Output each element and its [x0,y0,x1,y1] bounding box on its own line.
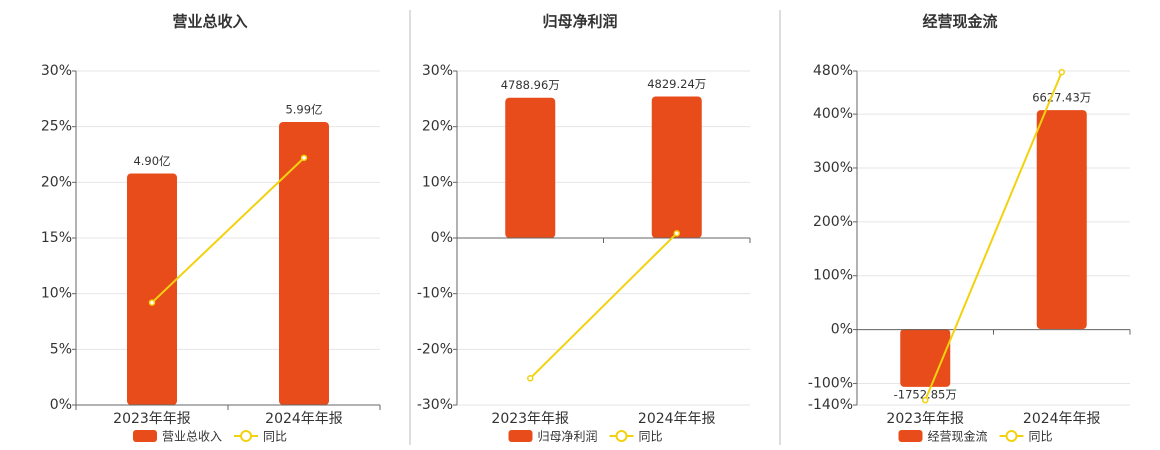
bar [127,173,177,405]
line-point [673,230,680,237]
legend-label: 经营现金流 [928,429,988,444]
legend-swatch [898,430,923,442]
bar-value-label: -1752.85万 [894,387,957,401]
bar-value-label: 4829.24万 [647,77,706,91]
y-tick-label: 30% [422,63,453,79]
line-point [300,154,308,162]
x-tick-label: 2023年年报 [113,411,191,427]
line-point [148,299,156,306]
x-tick-label: 2023年年报 [491,411,569,427]
chart-title: 经营现金流 [922,13,997,31]
y-tick-label: -10% [417,286,453,302]
y-tick-label: 20% [422,119,453,135]
legend-label: 同比 [263,430,287,444]
y-tick-label: 10% [422,174,453,190]
line-point [1058,68,1065,76]
x-tick-label: 2024年年报 [265,411,343,427]
legend-swatch [1005,430,1018,442]
chart-title: 归母净利润 [542,13,617,31]
line-point [922,396,929,404]
bar-value-label: 4788.96万 [501,78,560,92]
legend-swatch [240,430,253,442]
bar-value-label: 5.99亿 [285,103,322,117]
chart-title: 营业总收入 [172,13,247,31]
y-tick-label: 0% [50,397,72,413]
y-tick-label: -100% [808,375,853,391]
bar [505,97,556,239]
y-tick-label: -140% [808,397,853,413]
y-tick-label: 300% [813,160,853,176]
bar [279,122,329,406]
y-tick-label: 5% [50,341,72,357]
y-tick-label: 25% [41,119,72,135]
line [151,157,305,304]
y-tick-label: 0% [831,322,853,338]
x-tick-label: 2023年年报 [886,411,964,427]
line-point [527,375,534,382]
legend-label: 营业总收入 [162,430,222,444]
y-tick-label: 15% [41,230,72,246]
legend-swatch [508,430,533,442]
y-tick-label: 100% [813,268,853,284]
x-tick-label: 2024年年报 [638,411,716,427]
bar-value-label: 4.90亿 [133,154,170,168]
y-tick-label: 0% [431,230,453,246]
x-tick-label: 2024年年报 [1023,411,1101,427]
y-tick-label: 200% [813,214,853,230]
bar-value-label: 6627.43万 [1032,91,1091,105]
y-tick-label: 400% [813,106,853,122]
y-tick-label: 480% [813,63,853,79]
y-tick-label: -30% [417,397,453,413]
legend-label: 归母净利润 [538,430,598,444]
legend-swatch [615,430,628,442]
y-tick-label: 10% [41,286,72,302]
bar [1036,110,1087,330]
legend-label: 同比 [1029,430,1053,444]
y-tick-label: 20% [41,174,72,190]
y-tick-label: 30% [41,63,72,79]
legend-label: 同比 [639,430,663,444]
y-tick-label: -20% [417,341,453,357]
line [529,232,678,379]
legend-swatch [133,430,157,442]
line [924,71,1063,401]
bar [651,96,702,238]
